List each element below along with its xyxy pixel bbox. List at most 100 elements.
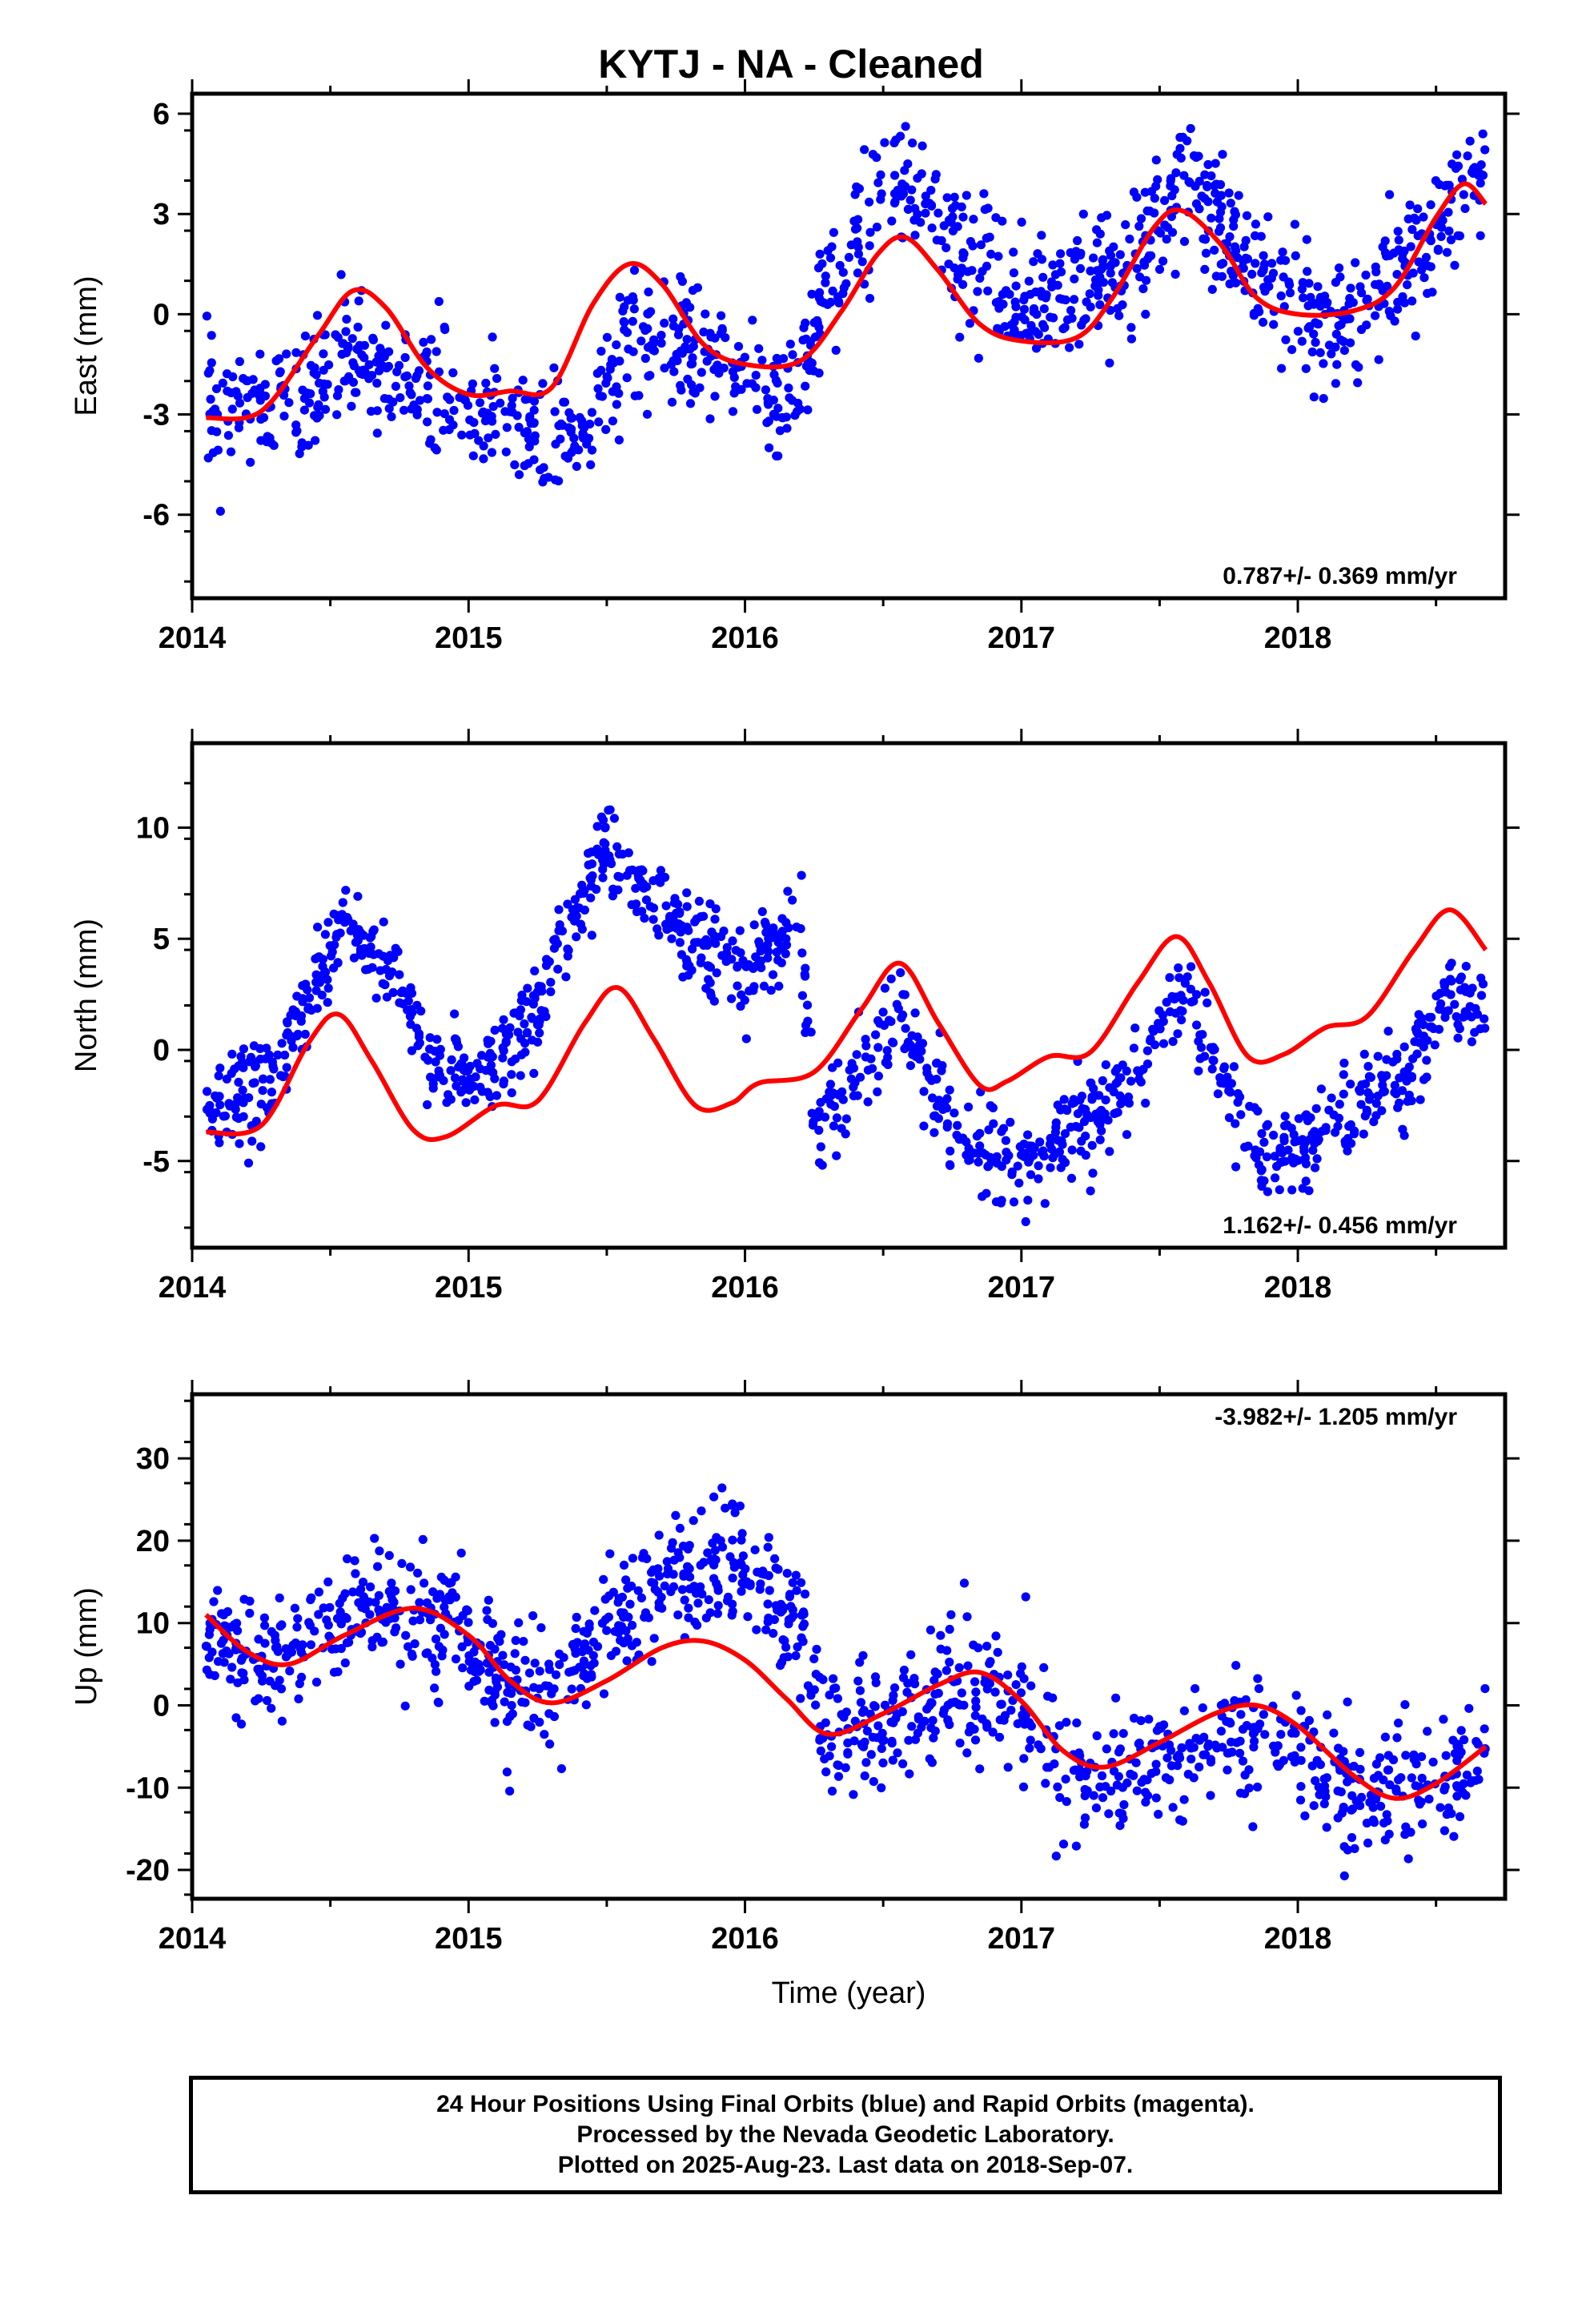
data-point xyxy=(1010,297,1020,307)
data-point xyxy=(860,1771,869,1781)
data-point xyxy=(778,1635,788,1645)
data-point xyxy=(1251,259,1260,268)
data-point xyxy=(1029,257,1038,267)
data-point xyxy=(398,986,408,995)
data-point xyxy=(955,1700,965,1710)
data-point xyxy=(1278,247,1287,257)
data-point xyxy=(518,376,528,385)
data-point xyxy=(1090,275,1101,284)
data-point xyxy=(783,887,793,896)
data-point xyxy=(388,987,398,997)
data-point xyxy=(1224,1113,1235,1123)
data-point xyxy=(1362,1105,1371,1115)
data-point xyxy=(976,240,986,250)
data-point xyxy=(693,1620,702,1630)
data-point xyxy=(1427,1012,1436,1022)
data-point xyxy=(1460,983,1470,992)
data-point xyxy=(267,438,276,448)
data-point xyxy=(1235,1736,1245,1746)
data-point xyxy=(256,1142,266,1152)
data-point xyxy=(642,409,652,419)
data-point xyxy=(1331,342,1340,352)
data-point xyxy=(801,963,810,973)
data-point xyxy=(519,1637,528,1647)
data-point xyxy=(1401,1822,1411,1831)
data-point xyxy=(979,189,989,199)
data-point xyxy=(505,1711,515,1722)
data-point xyxy=(974,353,983,363)
data-point xyxy=(821,1718,830,1727)
rate-text: 1.162+/- 0.456 mm/yr xyxy=(1223,1212,1457,1239)
data-point xyxy=(743,1612,753,1622)
data-point xyxy=(1218,150,1227,159)
data-point xyxy=(1253,1782,1263,1792)
data-point xyxy=(323,975,332,984)
data-point xyxy=(1065,343,1074,352)
data-point xyxy=(818,1675,828,1684)
data-point xyxy=(821,278,830,287)
data-point xyxy=(942,1646,952,1655)
data-point xyxy=(692,914,701,924)
data-point xyxy=(863,1065,873,1075)
data-point xyxy=(529,1713,539,1723)
data-point xyxy=(1126,334,1136,344)
data-point xyxy=(906,1040,916,1050)
data-point xyxy=(336,270,346,279)
data-point xyxy=(392,367,402,376)
data-point xyxy=(769,1629,778,1638)
data-point xyxy=(785,393,794,403)
data-point xyxy=(285,1667,295,1676)
data-point xyxy=(1171,168,1181,178)
data-point xyxy=(1383,1027,1393,1036)
data-point xyxy=(601,424,611,435)
data-point xyxy=(932,235,942,245)
data-point xyxy=(697,953,706,963)
data-point xyxy=(985,1659,994,1668)
data-point xyxy=(563,899,572,909)
data-point xyxy=(784,1615,794,1625)
data-point xyxy=(1250,1736,1259,1746)
data-point xyxy=(412,410,422,420)
data-point xyxy=(669,314,678,324)
data-point xyxy=(560,397,570,407)
data-point xyxy=(1095,1135,1105,1144)
data-point xyxy=(1472,1767,1482,1776)
data-point xyxy=(1136,1716,1146,1726)
data-point xyxy=(604,1612,614,1622)
data-point xyxy=(926,186,936,195)
data-point xyxy=(364,374,374,384)
data-point xyxy=(1291,1691,1301,1700)
data-point xyxy=(488,402,498,412)
data-point xyxy=(1073,235,1082,246)
data-point xyxy=(253,1664,263,1674)
data-point xyxy=(243,392,252,403)
data-point xyxy=(1414,1010,1423,1019)
data-point xyxy=(634,391,644,400)
data-point xyxy=(243,1158,254,1168)
data-point xyxy=(1299,293,1308,303)
data-point xyxy=(826,297,836,307)
data-point xyxy=(612,340,621,350)
data-point xyxy=(866,1750,876,1759)
data-point xyxy=(861,1041,871,1051)
data-point xyxy=(1355,1085,1364,1095)
data-point xyxy=(1280,1156,1290,1166)
data-point xyxy=(1464,1703,1474,1713)
data-point xyxy=(1177,1015,1186,1025)
data-point xyxy=(821,271,830,281)
data-point xyxy=(1368,1815,1378,1825)
data-point xyxy=(248,375,258,384)
data-point xyxy=(260,1638,270,1648)
y-tick-label: 0 xyxy=(153,1034,170,1068)
data-point xyxy=(1371,1795,1381,1804)
data-point xyxy=(280,1050,290,1060)
data-point xyxy=(374,1605,383,1614)
data-point xyxy=(275,1593,284,1602)
data-point xyxy=(1160,195,1170,205)
data-point xyxy=(584,849,593,858)
data-point xyxy=(703,961,713,971)
data-point xyxy=(1026,1170,1036,1180)
data-point xyxy=(1439,1715,1448,1724)
data-point xyxy=(1112,1780,1122,1790)
data-point xyxy=(1331,379,1340,388)
